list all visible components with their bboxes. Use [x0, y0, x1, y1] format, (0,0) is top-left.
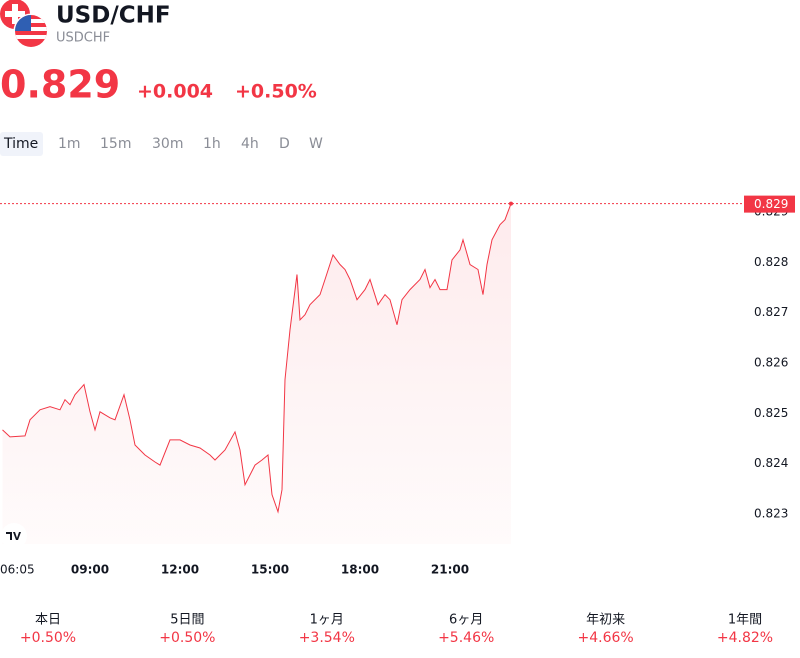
timeframe-button[interactable]: 1m	[58, 136, 81, 152]
timeframe-button[interactable]: W	[309, 136, 323, 152]
timeframe-button[interactable]: 1h	[203, 136, 221, 152]
active-timeframe-bg	[0, 132, 43, 156]
period-item[interactable]: 5日間 +0.50%	[159, 613, 215, 647]
symbol: USDCHF	[56, 31, 110, 46]
periods: 本日 +0.50% 5日間 +0.50% 1ヶ月 +3.54% 6ヶ月 +5.46% 年初来 +4…	[20, 613, 773, 647]
period-label: 年初来	[586, 613, 625, 628]
period-change: +3.54%	[299, 630, 355, 646]
timeframe-button[interactable]: 30m	[152, 136, 183, 152]
period-label: 6ヶ月	[449, 613, 483, 628]
period-item[interactable]: 年初来 +4.66%	[577, 613, 633, 647]
period-change: +0.50%	[20, 630, 76, 646]
area	[2, 203, 511, 544]
period-change: +0.50%	[159, 630, 215, 646]
y-tick-label: 0.823	[754, 506, 788, 520]
y-tick-label: 0.828	[754, 255, 788, 269]
x-tick-label: 06:05	[0, 563, 35, 577]
period-label: 本日	[35, 613, 61, 628]
last-point	[509, 201, 513, 206]
period-item[interactable]: 1年間 +4.82%	[717, 613, 773, 647]
y-tick-label: 0.825	[754, 406, 788, 420]
period-change: +5.46%	[438, 630, 494, 646]
price-change: +0.004	[137, 81, 213, 103]
currency-flags	[0, 0, 49, 49]
period-label: 1ヶ月	[310, 613, 344, 628]
last-price-tag	[744, 195, 795, 213]
period-item[interactable]: 6ヶ月 +5.46%	[438, 613, 494, 647]
timeframes: Time 1m 15m 30m 1h 4h D W	[3, 136, 323, 152]
period-label: 1年間	[728, 613, 762, 628]
timeframe-button[interactable]: 4h	[241, 136, 259, 152]
price: 0.829	[0, 63, 120, 107]
price-line	[2, 203, 512, 514]
x-tick-label: 15:00	[251, 563, 289, 577]
y-tick-label: 0.827	[754, 305, 788, 319]
period-change: +4.82%	[717, 630, 773, 646]
last-price-label: 0.829	[754, 197, 788, 211]
x-tick-label: 18:00	[341, 563, 379, 577]
x-tick-label: 09:00	[71, 563, 109, 577]
timeframe-button[interactable]: Time	[3, 136, 38, 152]
pair-title: USD/CHF	[56, 3, 171, 29]
y-tick-label: 0.826	[754, 356, 788, 370]
tradingview-logo	[1, 523, 27, 549]
timeframe-button[interactable]: D	[279, 136, 290, 152]
period-label: 5日間	[170, 613, 204, 628]
period-change: +4.66%	[577, 630, 633, 646]
period-item[interactable]: 1ヶ月 +3.54%	[299, 613, 355, 647]
chart: 0.823 0.824 0.825 0.826 0.827 0.828 0.829 06:05…	[0, 195, 795, 577]
period-item[interactable]: 本日 +0.50%	[20, 613, 76, 647]
x-tick-label: 21:00	[431, 563, 469, 577]
price-change-percent: +0.50%	[235, 81, 317, 103]
y-tick-label: 0.824	[754, 456, 788, 470]
x-tick-label: 12:00	[161, 563, 199, 577]
timeframe-button[interactable]: 15m	[100, 136, 131, 152]
